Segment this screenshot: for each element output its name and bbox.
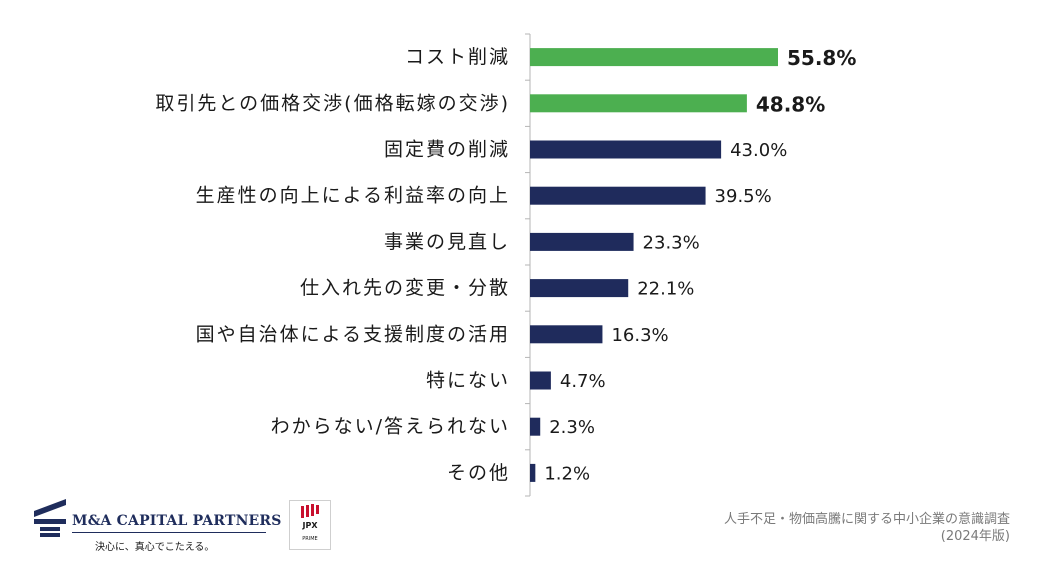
value-label: 16.3% [611, 325, 668, 346]
bar [530, 325, 603, 344]
company-name: M&A CAPITAL PARTNERS [72, 513, 282, 529]
source-note: 人手不足・物価高騰に関する中小企業の意識調査 (2024年版) [724, 511, 1010, 545]
bar [530, 371, 551, 390]
category-label: 特にない [426, 370, 510, 392]
bar [530, 48, 778, 67]
value-label: 55.8% [787, 46, 856, 70]
value-label: 23.3% [643, 232, 700, 253]
jpx-prime-badge: JPX PRIME [289, 500, 331, 550]
bar [530, 140, 722, 159]
category-label: 固定費の削減 [384, 139, 510, 161]
company-tagline: 決心に、真心でこたえる。 [95, 542, 215, 553]
value-label: 48.8% [756, 92, 825, 116]
source-title: 人手不足・物価高騰に関する中小企業の意識調査 [723, 512, 1010, 527]
value-label: 43.0% [730, 140, 787, 161]
jpx-text: JPX [302, 521, 318, 530]
value-label: 22.1% [637, 279, 694, 300]
bar [530, 186, 706, 205]
category-label: 事業の見直し [384, 231, 510, 253]
bar [530, 94, 747, 113]
jpx-mark-icon [301, 504, 319, 518]
value-label: 4.7% [560, 371, 606, 392]
category-label: その他 [447, 462, 510, 484]
source-year: (2024年版) [940, 529, 1010, 544]
bar [530, 232, 634, 251]
prime-text: PRIME [302, 536, 318, 542]
bar [530, 279, 629, 298]
category-label: 取引先との価格交渉(価格転嫁の交渉) [155, 92, 510, 114]
bar [530, 417, 541, 436]
value-label: 2.3% [549, 417, 595, 438]
bar [530, 463, 536, 482]
category-label: コスト削減 [405, 46, 510, 68]
category-label: 国や自治体による支援制度の活用 [196, 323, 510, 345]
category-label: 生産性の向上による利益率の向上 [196, 185, 510, 207]
logo-divider [72, 532, 266, 533]
company-logo-icon [34, 499, 66, 537]
value-label: 1.2% [544, 463, 590, 484]
category-label: わからない/答えられない [271, 416, 510, 438]
category-label: 仕入れ先の変更・分散 [300, 277, 510, 299]
value-label: 39.5% [715, 186, 772, 207]
